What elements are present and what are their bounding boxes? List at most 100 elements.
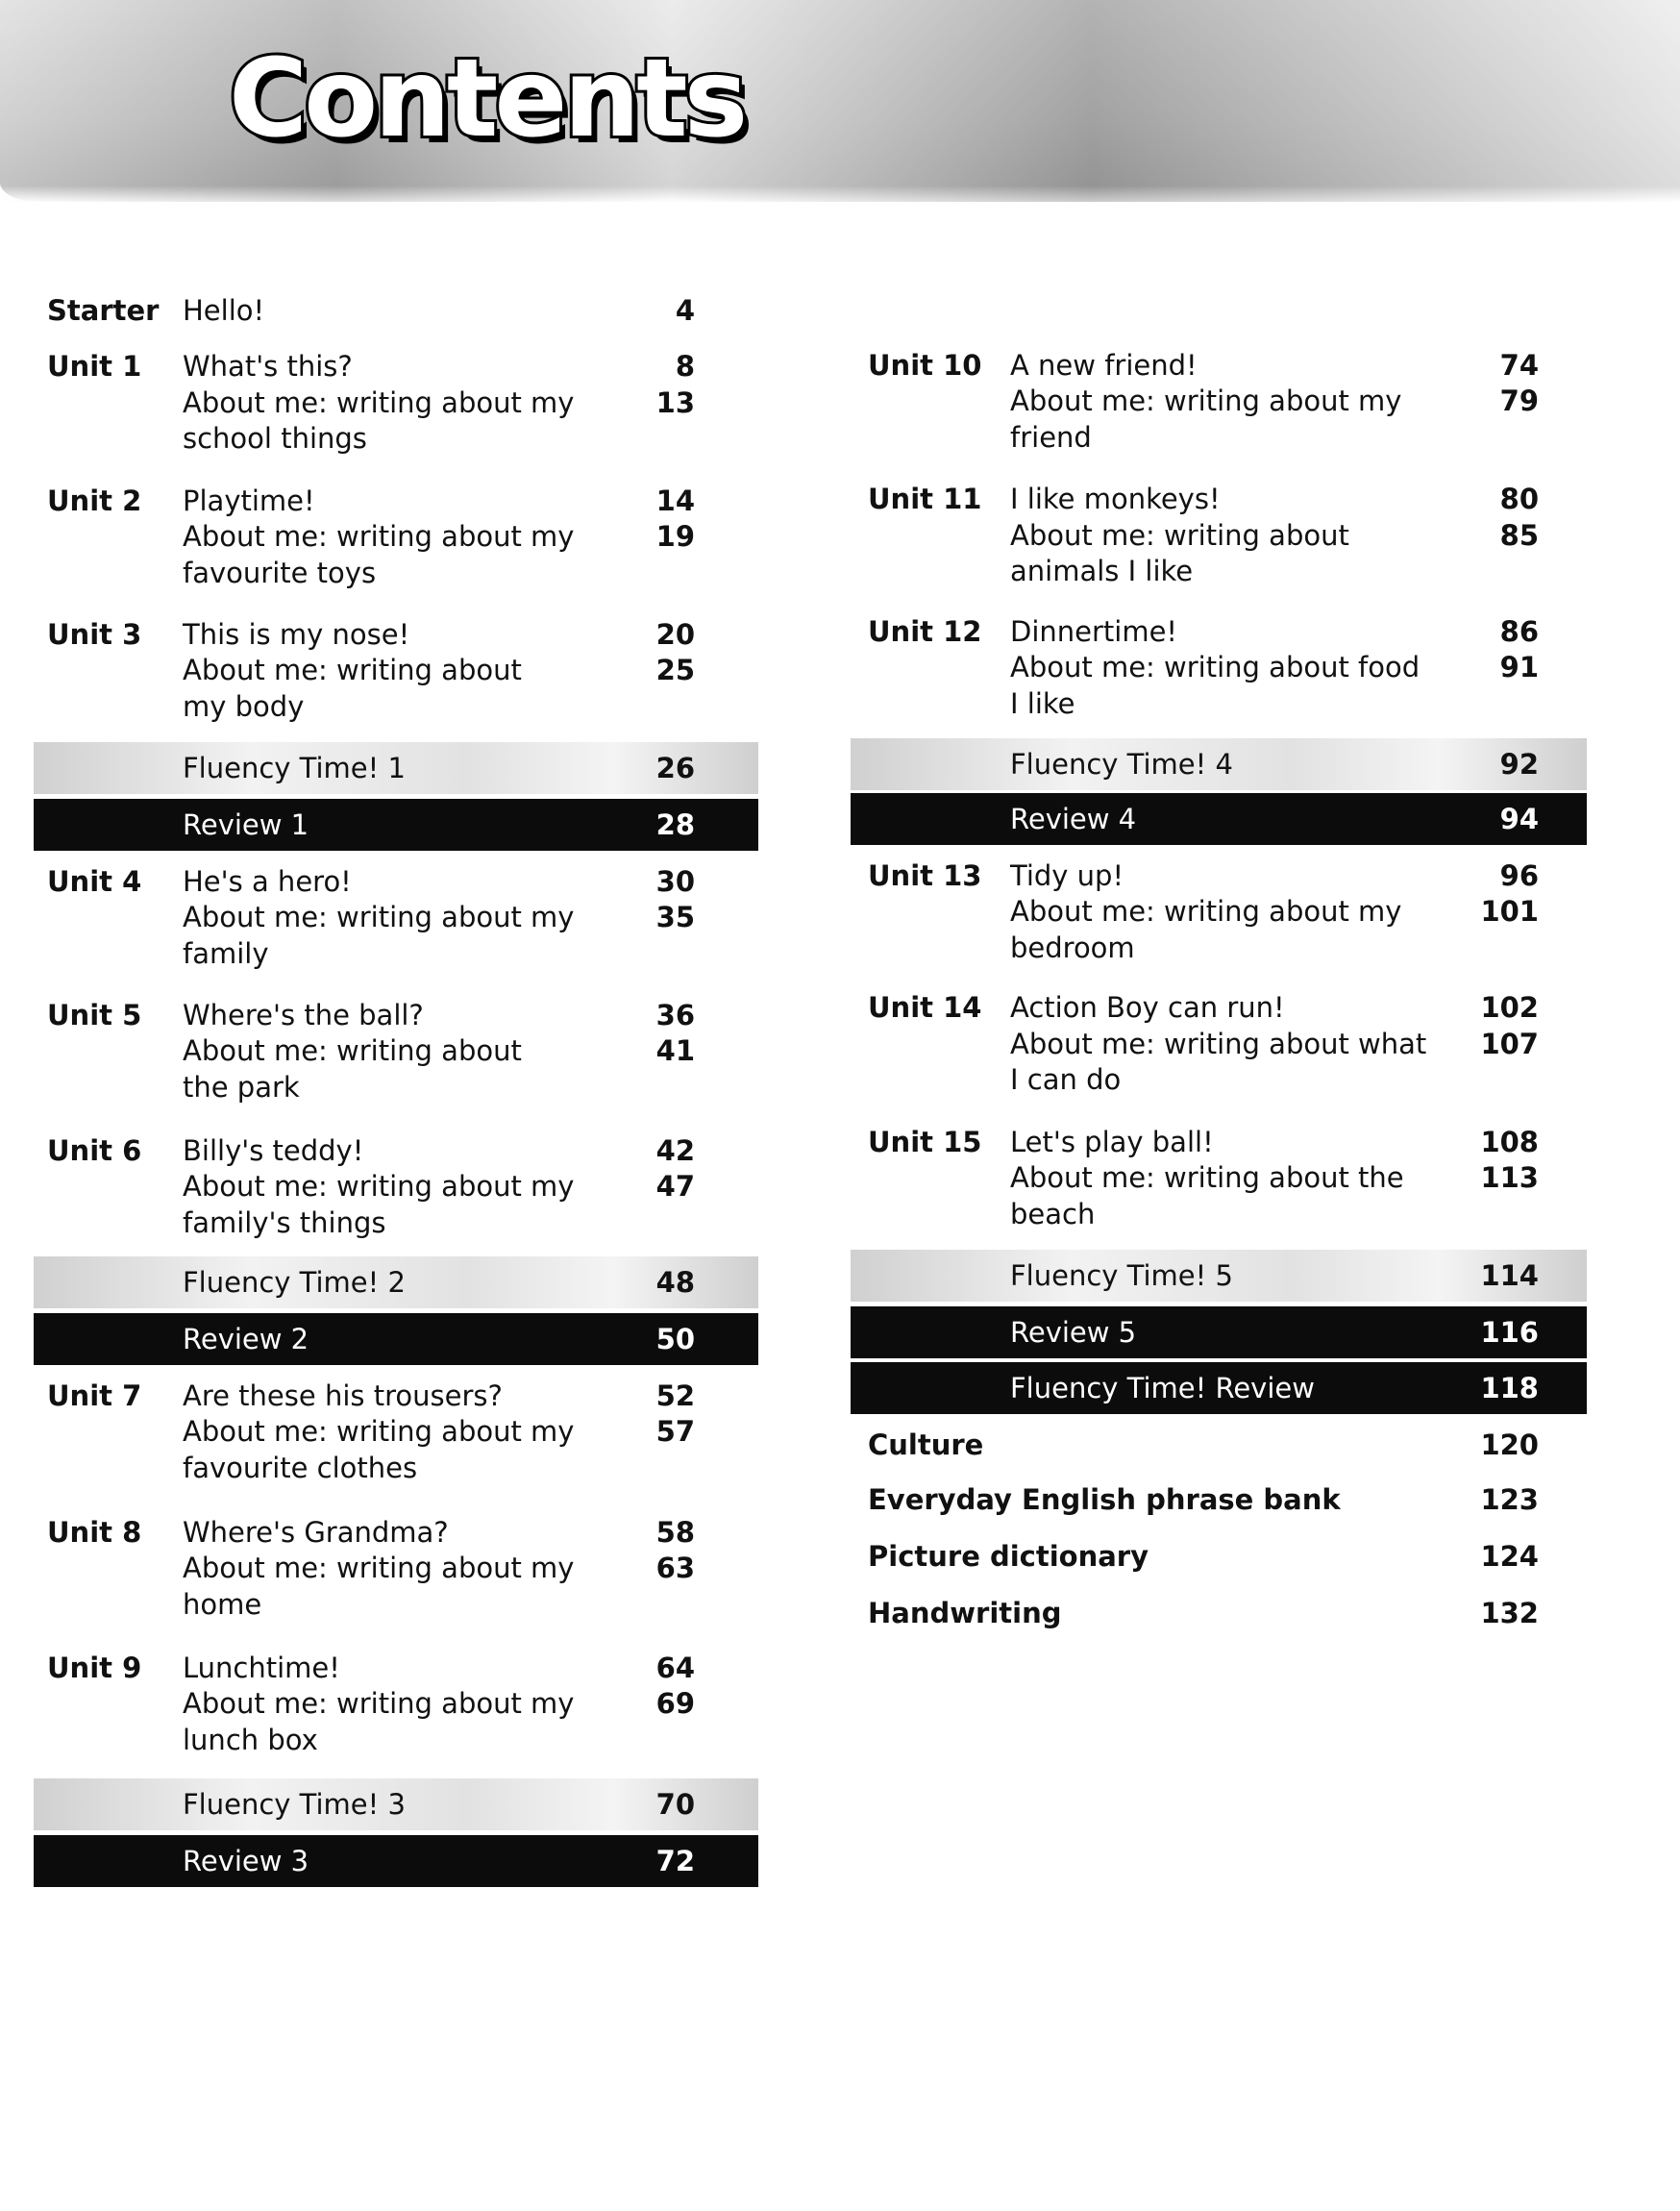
- page-number: 92: [1499, 747, 1539, 781]
- page-number: 41: [655, 1034, 695, 1068]
- page-number: 42: [655, 1133, 695, 1167]
- page-number: 123: [1480, 1483, 1539, 1517]
- entry-title: bedroom: [1010, 931, 1135, 964]
- entry-title: What's this?: [183, 350, 353, 384]
- page-number: 57: [655, 1415, 695, 1449]
- page-number: 30: [655, 864, 695, 898]
- page-number: 94: [1499, 802, 1539, 835]
- page-number: 132: [1480, 1596, 1539, 1629]
- page-number: 19: [655, 520, 695, 554]
- review-bar: Review 2 50: [34, 1313, 758, 1366]
- unit-label: Unit 11: [868, 483, 982, 516]
- entry-title: Action Boy can run!: [1010, 991, 1285, 1025]
- page-number: 96: [1499, 858, 1539, 892]
- header-banner: [0, 0, 1680, 202]
- page-number: 64: [655, 1651, 695, 1684]
- page-number: 20: [655, 617, 695, 651]
- entry-title: Fluency Time! 4: [1010, 747, 1233, 781]
- entry-title: favourite clothes: [183, 1451, 418, 1484]
- entry-title: About me: writing about my: [1010, 385, 1402, 418]
- entry-title: This is my nose!: [183, 617, 410, 651]
- entry-title: Playtime!: [183, 484, 315, 517]
- entry-title: Where's the ball?: [183, 998, 424, 1031]
- entry-title: beach: [1010, 1197, 1096, 1230]
- page-number: 102: [1480, 991, 1539, 1025]
- unit-label: Unit 14: [868, 991, 982, 1025]
- unit-label: Unit 3: [47, 617, 142, 651]
- page-number: 25: [655, 654, 695, 687]
- entry-title: Fluency Time! 2: [183, 1266, 406, 1300]
- entry-title: About me: writing about my: [183, 1552, 575, 1585]
- entry-title: Tidy up!: [1010, 858, 1124, 892]
- page-title: Contents: [226, 34, 751, 164]
- entry-title: my body: [183, 689, 305, 723]
- page-number: 26: [655, 752, 695, 785]
- entry-title: About me: writing about my: [183, 1687, 575, 1721]
- page-number: 74: [1499, 348, 1539, 382]
- page-number: 120: [1480, 1428, 1539, 1462]
- section-title: Culture: [868, 1428, 984, 1462]
- entry-title: family: [183, 936, 269, 970]
- entry-title: About me: writing about: [183, 654, 522, 687]
- page-number: 107: [1480, 1027, 1539, 1060]
- entry-title: About me: writing about my: [183, 385, 575, 419]
- section-title: Everyday English phrase bank: [868, 1483, 1341, 1517]
- entry-title: About me: writing about: [183, 1034, 522, 1068]
- entry-title: I like monkeys!: [1010, 483, 1221, 516]
- page-number: 13: [655, 385, 695, 419]
- page-number: 14: [655, 484, 695, 517]
- page-number: 85: [1499, 518, 1539, 552]
- review-bar: Fluency Time! Review 118: [851, 1362, 1587, 1415]
- section-title: Handwriting: [868, 1596, 1062, 1629]
- entry-title: Dinnertime!: [1010, 614, 1178, 648]
- unit-label: Unit 7: [47, 1379, 142, 1412]
- entry-title: About me: writing about my: [183, 1415, 575, 1449]
- entry-title: About me: writing about my: [1010, 895, 1402, 929]
- unit-label: Unit 6: [47, 1133, 142, 1167]
- page-number: 91: [1499, 651, 1539, 684]
- page-number: 28: [655, 807, 695, 841]
- page-number: 79: [1499, 385, 1539, 418]
- review-bar: Review 4 94: [851, 792, 1587, 845]
- entry-title: friend: [1010, 420, 1092, 454]
- entry-title: Billy's teddy!: [183, 1133, 364, 1167]
- page-number: 124: [1480, 1539, 1539, 1573]
- entry-title: About me: writing about food: [1010, 651, 1421, 684]
- entry-title: favourite toys: [183, 556, 377, 589]
- page-number: 116: [1480, 1315, 1539, 1349]
- entry-title: About me: writing about my: [183, 901, 575, 933]
- entry-title: lunch box: [183, 1723, 318, 1756]
- page-number: 113: [1480, 1161, 1539, 1195]
- section-title: Picture dictionary: [868, 1539, 1149, 1573]
- entry-title: home: [183, 1587, 262, 1621]
- fluency-bar: Fluency Time! 5 114: [851, 1250, 1587, 1303]
- entry-title: Hello!: [183, 293, 265, 327]
- page-number: 36: [655, 998, 695, 1031]
- unit-label: Unit 5: [47, 998, 142, 1031]
- page-number: 108: [1480, 1125, 1539, 1158]
- entry-title: I can do: [1010, 1063, 1122, 1097]
- review-bar: Review 1 28: [34, 798, 758, 851]
- entry-title: About me: writing about: [1010, 518, 1349, 552]
- unit-label: Unit 8: [47, 1515, 142, 1549]
- page-number: 35: [655, 901, 695, 933]
- page-number: 70: [655, 1787, 695, 1821]
- fluency-bar: Fluency Time! 4 92: [851, 737, 1587, 790]
- fluency-bar: Fluency Time! 3 70: [34, 1777, 758, 1830]
- entry-title: Lunchtime!: [183, 1651, 340, 1684]
- entry-title: the park: [183, 1070, 300, 1104]
- entry-title: Fluency Time! 1: [183, 752, 406, 785]
- page-number: 114: [1480, 1259, 1539, 1293]
- page-number: 4: [675, 293, 695, 327]
- unit-label: Unit 12: [868, 614, 982, 648]
- page-number: 72: [655, 1844, 695, 1877]
- entry-title: school things: [183, 422, 367, 456]
- page-number: 69: [655, 1687, 695, 1721]
- page-number: 101: [1480, 895, 1539, 929]
- page-number: 58: [655, 1515, 695, 1549]
- entry-title: Fluency Time! 5: [1010, 1259, 1233, 1293]
- entry-title: Where's Grandma?: [183, 1515, 449, 1549]
- unit-label: Unit 13: [868, 858, 982, 892]
- entry-title: Review 3: [183, 1844, 309, 1877]
- page-number: 48: [655, 1266, 695, 1300]
